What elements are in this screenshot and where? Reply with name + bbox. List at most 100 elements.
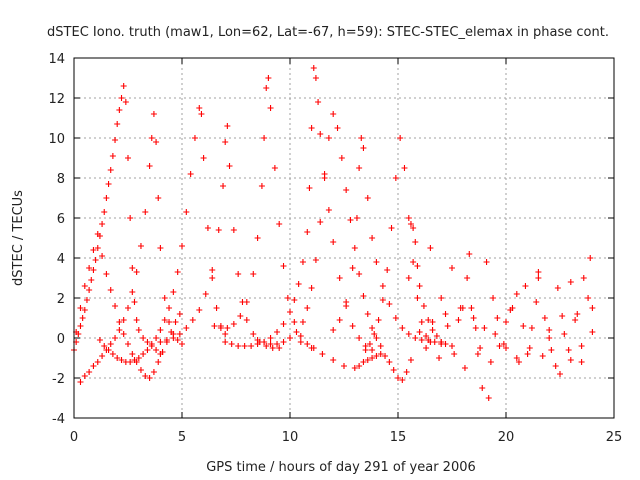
data-point — [356, 165, 363, 171]
data-point — [438, 341, 445, 347]
data-point — [334, 125, 341, 131]
data-point — [414, 263, 421, 269]
x-tick-label: 5 — [178, 430, 186, 445]
y-axis-label: dSTEC / TECUs — [11, 190, 26, 286]
data-point — [77, 379, 84, 385]
data-point — [105, 181, 112, 187]
data-point — [86, 369, 93, 375]
data-point — [215, 227, 222, 233]
data-point — [179, 243, 185, 249]
data-point — [137, 243, 144, 249]
data-point — [157, 339, 164, 345]
data-point — [317, 131, 324, 137]
data-point — [399, 377, 406, 383]
data-point — [386, 301, 393, 307]
data-point — [423, 345, 430, 351]
data-point — [250, 271, 257, 277]
data-point — [125, 305, 131, 311]
data-point — [373, 353, 380, 359]
data-point — [407, 221, 414, 227]
data-point — [297, 333, 304, 339]
x-axis-label: GPS time / hours of day 291 of year 2006 — [206, 460, 476, 475]
data-point — [405, 331, 412, 337]
data-point — [397, 135, 404, 141]
data-point — [103, 195, 110, 201]
data-point — [468, 305, 475, 311]
data-point — [261, 339, 268, 345]
data-point — [222, 339, 229, 345]
data-point — [191, 135, 198, 141]
data-point — [133, 359, 140, 365]
data-point — [366, 341, 373, 347]
data-point — [222, 331, 229, 337]
y-tick-label: -2 — [52, 372, 65, 387]
data-point — [131, 299, 138, 305]
data-point — [120, 83, 127, 89]
data-point — [306, 185, 313, 191]
data-point — [129, 265, 136, 271]
data-point — [405, 215, 412, 221]
data-point — [369, 235, 376, 241]
data-point — [574, 311, 581, 317]
data-point — [386, 359, 393, 365]
data-point — [578, 343, 585, 349]
data-point — [522, 283, 529, 289]
data-point — [436, 355, 443, 361]
data-point — [371, 331, 378, 337]
data-point — [325, 135, 332, 141]
data-point — [412, 239, 419, 245]
data-point — [449, 343, 455, 349]
data-point — [99, 253, 106, 259]
y-tick-label: 6 — [57, 212, 65, 227]
data-point — [548, 347, 555, 353]
data-point — [140, 335, 147, 341]
data-point — [129, 289, 136, 295]
data-point — [157, 327, 164, 333]
data-point — [297, 339, 304, 345]
data-point — [146, 163, 153, 169]
data-point — [319, 351, 326, 357]
data-point — [291, 319, 298, 325]
data-point — [163, 339, 170, 345]
data-point — [133, 269, 140, 275]
data-point — [224, 325, 231, 331]
data-point — [112, 137, 119, 143]
data-point — [410, 225, 417, 231]
data-point — [122, 99, 129, 105]
x-tick-label: 15 — [390, 430, 407, 445]
y-tick-label: 4 — [57, 252, 65, 267]
data-point — [107, 167, 114, 173]
data-point — [349, 265, 356, 271]
data-point — [496, 343, 503, 349]
data-point — [86, 287, 93, 293]
data-point — [230, 321, 237, 327]
y-tick-label: 0 — [57, 332, 65, 347]
data-point — [105, 347, 112, 353]
data-point — [198, 111, 205, 117]
data-point — [554, 285, 561, 291]
data-point — [310, 65, 317, 71]
data-point — [589, 329, 596, 335]
data-point — [217, 325, 224, 331]
data-point — [148, 135, 155, 141]
data-point — [213, 305, 220, 311]
data-point — [120, 317, 127, 323]
x-tick-label: 10 — [282, 430, 299, 445]
data-point — [423, 333, 430, 339]
data-point — [304, 229, 311, 235]
data-point — [535, 269, 542, 275]
data-point — [295, 281, 302, 287]
y-tick-label: 2 — [57, 292, 65, 307]
data-series — [287, 335, 414, 383]
data-point — [520, 323, 527, 329]
y-tick-label: 8 — [57, 172, 65, 187]
data-point — [356, 271, 363, 277]
data-point — [388, 225, 395, 231]
data-point — [150, 111, 157, 117]
data-point — [312, 257, 319, 263]
data-point — [135, 327, 142, 333]
data-series — [427, 245, 596, 401]
data-point — [429, 319, 436, 325]
data-point — [86, 265, 93, 271]
